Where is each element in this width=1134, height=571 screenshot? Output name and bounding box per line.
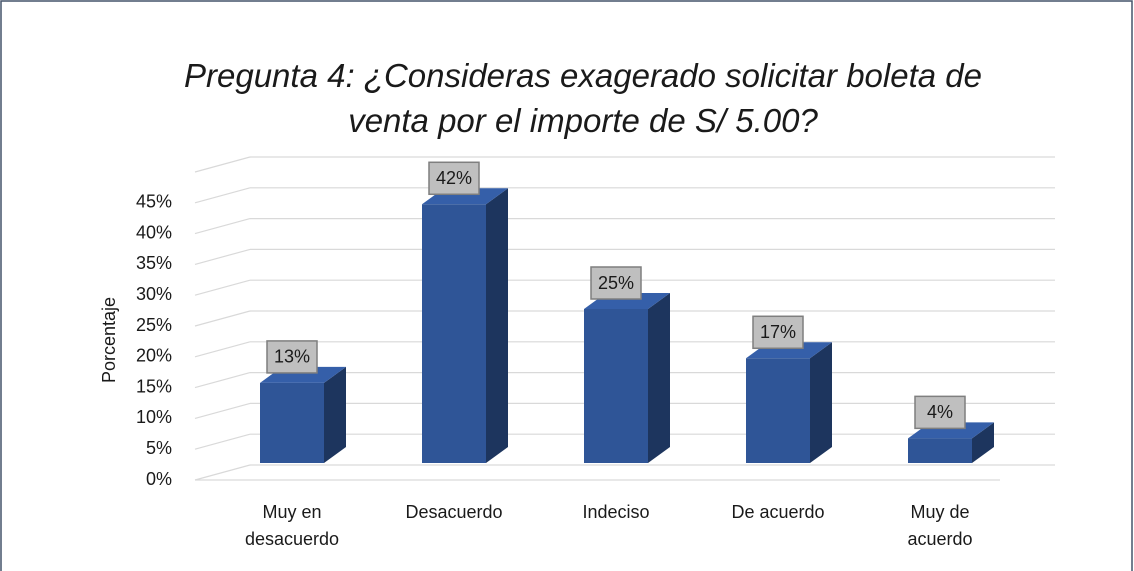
grid-line-side (194, 310, 251, 327)
x-tick-label: Indeciso (582, 502, 650, 522)
grid-line-side (194, 248, 251, 265)
grid-line-side (194, 402, 251, 419)
grid-line-side (194, 218, 251, 235)
x-tick-label: Desacuerdo (405, 502, 503, 522)
data-label: 17% (760, 322, 796, 342)
data-label-box (266, 340, 318, 374)
data-label-box (914, 395, 966, 430)
bar-side (486, 188, 508, 463)
bar (584, 309, 648, 463)
y-tick-label: 5% (146, 438, 172, 458)
grid-line-side (194, 464, 251, 481)
data-label-box (590, 266, 642, 300)
bar (746, 358, 810, 463)
y-tick-label: 10% (136, 407, 172, 427)
y-tick-label: 40% (136, 222, 172, 242)
y-axis-label: Porcentaje (99, 297, 119, 383)
bar (908, 438, 972, 463)
grid-line-side (194, 433, 251, 450)
y-tick-label: 20% (136, 346, 172, 366)
y-tick-label: 15% (136, 376, 172, 396)
wall-edge (194, 156, 251, 173)
data-label: 25% (598, 273, 634, 293)
bar-side (972, 422, 994, 463)
data-label-box (752, 315, 804, 350)
y-tick-label: 35% (136, 253, 172, 273)
y-tick-label: 30% (136, 284, 172, 304)
bar (422, 204, 486, 463)
data-label: 13% (274, 347, 310, 367)
bar-side (324, 366, 346, 463)
bar-side (648, 293, 670, 463)
x-tick-label: De acuerdo (731, 502, 825, 522)
y-tick-label: 25% (136, 315, 172, 335)
x-tick-label: Muy en desacuerdo (244, 502, 340, 549)
grid-line-side (194, 187, 251, 204)
grid-line-side (194, 279, 251, 296)
data-label: 4% (927, 402, 953, 422)
y-tick-label: 45% (136, 192, 172, 212)
bar-side (810, 342, 832, 463)
bar (260, 382, 324, 463)
data-label-box (428, 161, 480, 196)
x-tick-label: Muy de acuerdo (907, 502, 973, 549)
grid-line-side (194, 341, 251, 358)
chart-title: Pregunta 4: ¿Consideras exagerado solici… (184, 57, 982, 139)
y-tick-label: 0% (146, 469, 172, 489)
data-label: 42% (436, 168, 472, 188)
grid-line-side (194, 372, 251, 389)
